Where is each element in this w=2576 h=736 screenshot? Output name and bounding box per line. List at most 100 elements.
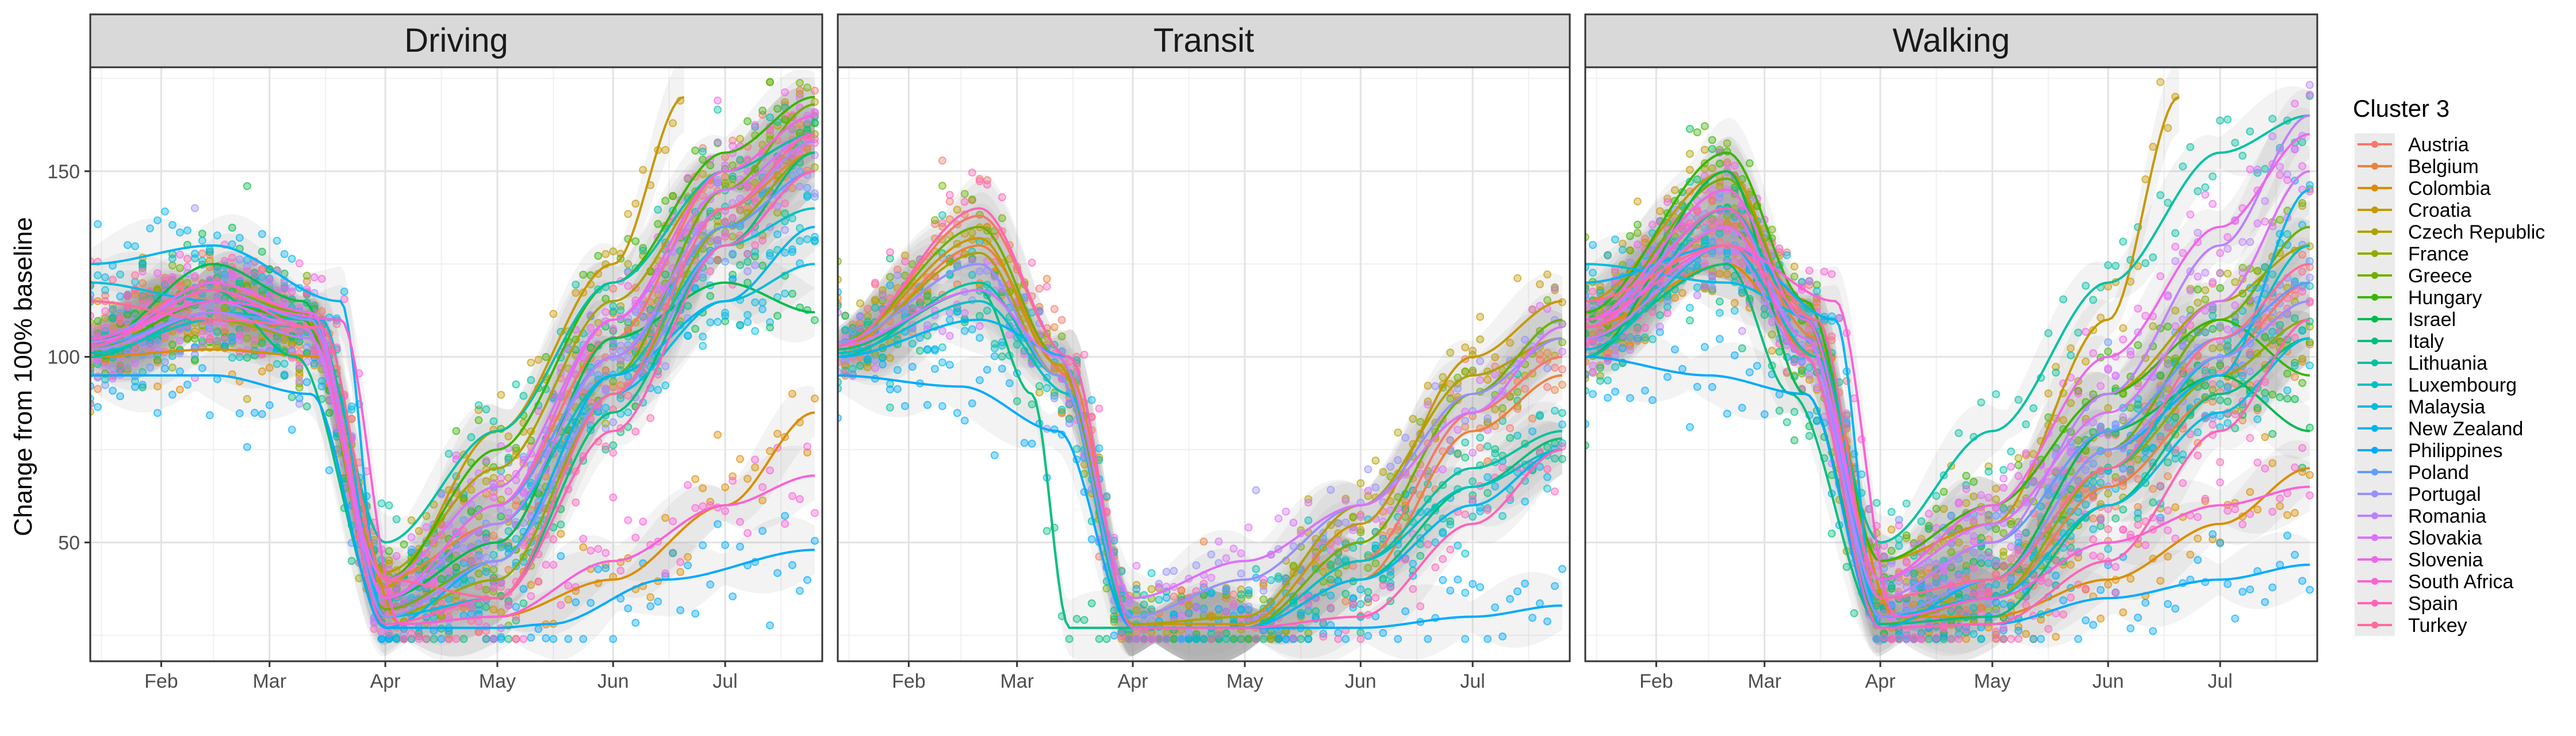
data-point [2171, 413, 2180, 421]
data-point [198, 364, 206, 373]
data-point [758, 236, 767, 245]
data-point [1252, 635, 1260, 643]
data-point [1110, 606, 1118, 615]
data-point [639, 246, 647, 255]
data-point [1356, 635, 1365, 643]
data-point [1155, 635, 1163, 643]
data-point [586, 324, 595, 332]
data-point [1939, 505, 1948, 513]
data-point [1222, 607, 1230, 616]
data-point [923, 346, 931, 354]
data-point [616, 342, 625, 350]
data-point [213, 336, 221, 345]
data-point [624, 260, 632, 269]
data-point [2291, 373, 2299, 381]
data-point [811, 394, 819, 403]
data-point [1177, 635, 1186, 643]
data-point [2007, 447, 2015, 456]
data-point [2291, 361, 2299, 370]
data-point [153, 269, 162, 278]
data-point [205, 302, 214, 310]
data-point [138, 267, 147, 276]
data-point [579, 543, 588, 551]
x-tick-label: May [479, 670, 516, 692]
data-point [1259, 575, 1268, 584]
data-point [2067, 351, 2075, 360]
data-point [594, 252, 603, 260]
data-point [1723, 270, 1731, 278]
data-point [205, 334, 214, 343]
data-point [1469, 512, 1477, 521]
data-point [766, 113, 775, 122]
data-point [2052, 632, 2060, 641]
data-point [1304, 516, 1313, 524]
data-point [310, 359, 319, 368]
data-point [407, 533, 416, 542]
data-point [609, 285, 618, 293]
data-point [116, 270, 124, 279]
data-point [714, 256, 722, 264]
data-point [1401, 607, 1410, 616]
data-point [1558, 365, 1566, 374]
data-point [138, 381, 147, 389]
data-point [213, 266, 221, 274]
data-point [2291, 314, 2299, 323]
data-point [1483, 635, 1492, 643]
data-point [1424, 540, 1432, 549]
data-point [811, 509, 819, 518]
data-point [661, 569, 670, 578]
data-point [1558, 338, 1566, 347]
data-point [803, 576, 811, 584]
data-point [885, 248, 894, 256]
data-point [669, 191, 677, 200]
data-point [1977, 398, 1985, 407]
data-point [1155, 596, 1163, 604]
data-point [1140, 600, 1148, 609]
y-tick-label: 50 [58, 532, 80, 554]
x-tick-label: May [1226, 670, 1263, 692]
data-point [1356, 528, 1365, 536]
data-point [94, 402, 102, 411]
data-point [1214, 630, 1223, 639]
data-point [168, 261, 177, 270]
data-point [1349, 600, 1358, 608]
data-point [2149, 322, 2157, 331]
data-point [1371, 559, 1380, 568]
data-point [960, 327, 969, 335]
data-point [1035, 284, 1044, 293]
data-point [94, 385, 102, 393]
data-point [497, 582, 505, 591]
y-axis-title: Change from 100% baseline [9, 217, 37, 536]
data-point [2164, 323, 2172, 331]
data-point [2268, 459, 2277, 467]
data-point [280, 250, 289, 258]
data-point [2104, 489, 2113, 498]
data-point [198, 341, 206, 350]
data-point [1229, 600, 1238, 608]
data-point [601, 442, 610, 451]
data-point [1409, 415, 1417, 423]
data-point [153, 335, 162, 344]
data-point [684, 553, 692, 561]
data-point [1177, 611, 1186, 620]
data-point [1207, 635, 1216, 643]
data-point [1267, 576, 1275, 584]
data-point [1042, 282, 1051, 291]
data-point [175, 367, 184, 375]
data-point [1543, 270, 1551, 279]
data-point [273, 336, 281, 344]
data-point [377, 499, 386, 508]
data-point [1483, 414, 1492, 423]
data-point [288, 288, 296, 296]
data-point [1095, 444, 1103, 453]
data-point [773, 230, 782, 239]
data-point [527, 592, 535, 600]
data-point [400, 635, 408, 643]
data-point [288, 255, 296, 263]
data-point [1319, 632, 1328, 641]
data-point [101, 362, 109, 371]
data-point [1454, 575, 1462, 584]
data-point [684, 174, 692, 182]
data-point [2238, 151, 2247, 160]
data-point [258, 339, 266, 347]
